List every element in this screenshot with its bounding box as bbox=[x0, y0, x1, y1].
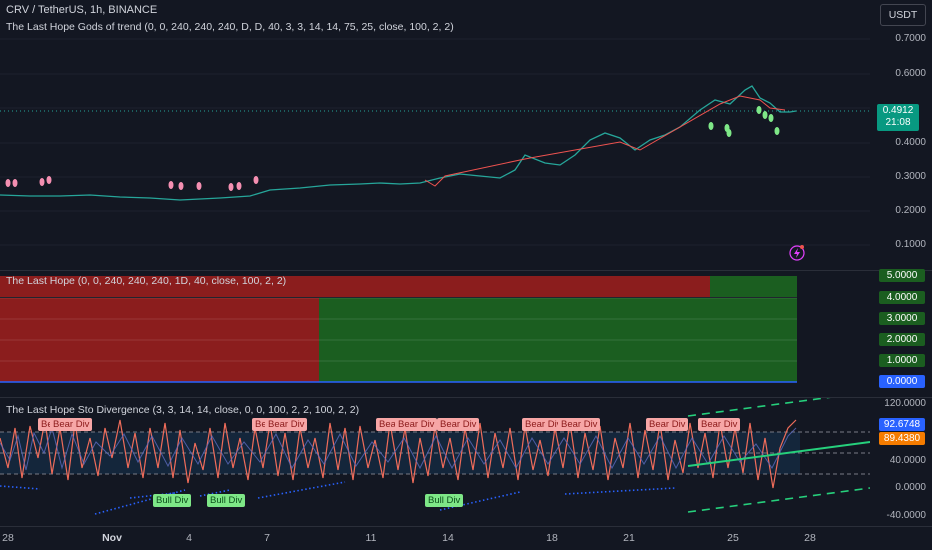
sto-d-value: 89.4380 bbox=[879, 432, 925, 445]
alert-lightning-icon bbox=[789, 245, 805, 261]
trend-y-0: 0.0000 bbox=[879, 375, 925, 388]
last-price: 0.4912 bbox=[882, 105, 914, 116]
main-indicator-label[interactable]: The Last Hope Gods of trend (0, 0, 240, … bbox=[6, 21, 454, 33]
y-tick: 0.7000 bbox=[895, 33, 926, 44]
bear-div-tag: Bear Div bbox=[395, 418, 438, 431]
pane-separator[interactable] bbox=[0, 397, 932, 398]
pane-separator[interactable] bbox=[0, 270, 932, 271]
x-tick: 4 bbox=[186, 532, 192, 544]
trend-y-5: 5.0000 bbox=[879, 269, 925, 282]
sto-chart bbox=[0, 398, 870, 515]
sto-y-tick: 0.0000 bbox=[895, 482, 926, 493]
trend-chart bbox=[0, 276, 797, 383]
bull-markers bbox=[708, 106, 780, 137]
bear-div-tag: Bear Div bbox=[646, 418, 689, 431]
x-tick: 28 bbox=[2, 532, 14, 544]
x-tick: 18 bbox=[546, 532, 558, 544]
countdown: 21:08 bbox=[885, 117, 911, 128]
x-tick: 14 bbox=[442, 532, 454, 544]
bear-div-tag: Bear Div bbox=[437, 418, 480, 431]
x-tick: Nov bbox=[102, 532, 122, 544]
bear-div-tag: Bear Div bbox=[50, 418, 93, 431]
x-tick: 11 bbox=[365, 532, 377, 544]
x-tick: 25 bbox=[727, 532, 739, 544]
sto-indicator-label[interactable]: The Last Hope Sto Divergence (3, 3, 14, … bbox=[6, 404, 360, 416]
trend-y-3: 3.0000 bbox=[879, 312, 925, 325]
bear-div-tag: Bear Div bbox=[265, 418, 308, 431]
bear-div-tag: Bear Div bbox=[522, 418, 565, 431]
trend-indicator-label[interactable]: The Last Hope (0, 0, 240, 240, 240, 1D, … bbox=[6, 275, 287, 287]
bull-div-tag: Bull Div bbox=[425, 494, 464, 507]
bull-div-tag: Bull Div bbox=[153, 494, 192, 507]
symbol-title[interactable]: CRV / TetherUS, 1h, BINANCE bbox=[6, 4, 158, 16]
y-tick: 0.6000 bbox=[895, 68, 926, 79]
time-axis-separator bbox=[0, 526, 932, 527]
sto-y-tick: 40.0000 bbox=[889, 455, 926, 466]
y-tick: 0.2000 bbox=[895, 205, 926, 216]
bear-div-tag: Bear Div bbox=[558, 418, 601, 431]
bull-div-tag: Bull Div bbox=[207, 494, 246, 507]
trend-y-2: 2.0000 bbox=[879, 333, 925, 346]
sto-pane[interactable]: The Last Hope Sto Divergence (3, 3, 14, … bbox=[0, 398, 870, 526]
bear-markers bbox=[5, 176, 259, 191]
trend-y-1: 1.0000 bbox=[879, 354, 925, 367]
trend-pane[interactable]: The Last Hope (0, 0, 240, 240, 240, 1D, … bbox=[0, 271, 870, 396]
trend-y-4: 4.0000 bbox=[879, 291, 925, 304]
y-tick: 0.1000 bbox=[895, 239, 926, 250]
price-series bbox=[0, 85, 797, 201]
currency-button[interactable]: USDT bbox=[880, 4, 926, 26]
x-tick: 28 bbox=[804, 532, 816, 544]
last-price-badge: 0.4912 21:08 bbox=[877, 104, 919, 131]
price-chart bbox=[0, 38, 870, 261]
sto-k-value: 92.6748 bbox=[879, 418, 925, 431]
y-tick: 0.3000 bbox=[895, 171, 926, 182]
sto-y-tick: 120.0000 bbox=[884, 398, 926, 409]
x-tick: 21 bbox=[623, 532, 635, 544]
y-tick: 0.4000 bbox=[895, 137, 926, 148]
price-pane[interactable]: CRV / TetherUS, 1h, BINANCE The Last Hop… bbox=[0, 0, 870, 270]
bear-div-tag: Bear Div bbox=[698, 418, 741, 431]
x-tick: 7 bbox=[264, 532, 270, 544]
sto-y-tick: -40.0000 bbox=[886, 510, 926, 521]
